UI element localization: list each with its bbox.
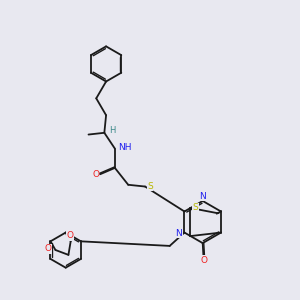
Text: N: N: [176, 229, 182, 238]
Text: H: H: [109, 126, 115, 135]
Text: S: S: [147, 182, 153, 191]
Text: O: O: [45, 244, 52, 253]
Text: O: O: [201, 256, 208, 265]
Text: S: S: [193, 203, 199, 212]
Text: N: N: [199, 191, 206, 200]
Text: O: O: [92, 170, 99, 179]
Text: NH: NH: [118, 143, 131, 152]
Text: O: O: [66, 232, 73, 241]
